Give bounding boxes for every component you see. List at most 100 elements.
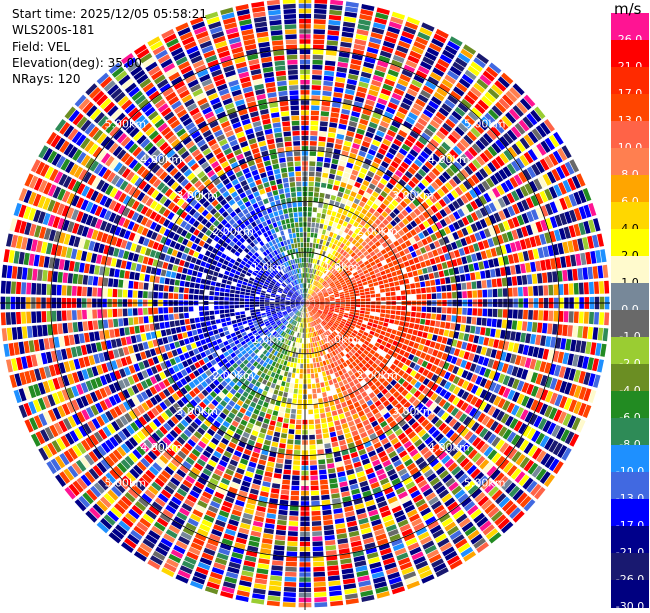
velocity-gate: [270, 493, 279, 499]
velocity-gate: [313, 259, 316, 264]
velocity-gate: [560, 338, 566, 350]
velocity-gate: [284, 587, 296, 592]
velocity-gate: [314, 0, 327, 4]
velocity-gate: [333, 508, 342, 514]
velocity-gate: [372, 324, 377, 328]
velocity-gate: [478, 261, 484, 269]
velocity-gate: [394, 320, 399, 325]
velocity-gate: [584, 282, 589, 294]
velocity-gate: [264, 528, 274, 534]
velocity-gate: [350, 312, 355, 315]
velocity-gate: [306, 318, 307, 323]
velocity-gate: [285, 459, 292, 464]
velocity-gate: [577, 326, 583, 338]
velocity-gate: [266, 381, 271, 387]
velocity-gate: [336, 134, 344, 140]
velocity-gate: [477, 290, 482, 298]
start-time: Start time: 2025/12/05 05:58:21: [12, 6, 207, 22]
velocity-gate: [317, 208, 322, 213]
velocity-gate: [383, 347, 389, 353]
velocity-gate: [317, 367, 321, 372]
velocity-gate: [406, 266, 412, 272]
velocity-gate: [478, 336, 484, 344]
velocity-gate: [395, 315, 400, 320]
velocity-gate: [331, 107, 340, 113]
velocity-gate: [320, 485, 328, 490]
velocity-gate: [279, 443, 286, 448]
velocity-gate: [276, 458, 283, 464]
velocity-gate: [324, 438, 331, 443]
velocity-gate: [537, 323, 543, 333]
velocity-gate: [308, 404, 313, 409]
velocity-gate: [411, 265, 417, 271]
velocity-gate: [336, 528, 346, 534]
velocity-gate: [361, 305, 366, 308]
velocity-gate: [385, 288, 390, 292]
velocity-gate: [303, 328, 304, 333]
velocity-gate: [342, 177, 349, 183]
velocity-gate: [472, 290, 477, 297]
velocity-gate: [522, 321, 527, 331]
nrays: NRays: 120: [12, 71, 207, 87]
velocity-gate: [387, 273, 392, 278]
velocity-gate: [315, 177, 321, 182]
velocity-gate: [316, 239, 320, 244]
velocity-gate: [298, 353, 301, 358]
velocity-gate: [467, 308, 472, 315]
velocity-gate: [432, 307, 437, 313]
velocity-gate: [273, 367, 278, 372]
velocity-gate: [169, 343, 175, 350]
velocity-gate: [390, 334, 396, 339]
velocity-gate: [339, 187, 345, 193]
velocity-gate: [427, 266, 433, 272]
velocity-gate: [259, 411, 265, 417]
velocity-gate: [306, 273, 307, 278]
velocity-gate: [261, 486, 270, 492]
velocity-gate: [289, 429, 295, 434]
velocity-gate: [371, 305, 376, 308]
velocity-gate: [337, 224, 342, 230]
velocity-gate: [271, 570, 283, 576]
velocity-gate: [356, 299, 361, 302]
velocity-gate: [341, 109, 350, 115]
velocity-gate: [374, 333, 379, 338]
velocity-gate: [335, 300, 340, 302]
velocity-gate: [294, 358, 297, 363]
velocity-gate: [308, 212, 312, 217]
velocity-gate: [286, 449, 293, 454]
velocity-gate: [256, 506, 266, 512]
velocity-gate: [288, 531, 298, 536]
velocity-gate: [148, 341, 154, 349]
velocity-gate: [257, 563, 269, 569]
velocity-gate: [409, 259, 415, 265]
velocity-gate: [327, 137, 335, 143]
velocity-gate: [530, 334, 536, 344]
velocity-gate: [422, 307, 427, 312]
velocity-gate: [408, 272, 414, 278]
velocity-gate: [344, 459, 352, 465]
velocity-gate: [458, 333, 464, 341]
velocity-gate: [292, 399, 297, 404]
velocity-gate: [421, 313, 426, 318]
velocity-gate: [334, 383, 339, 389]
velocity-gate: [483, 260, 489, 269]
velocity-gate: [314, 29, 326, 34]
velocity-gate: [328, 396, 333, 401]
velocity-gate: [328, 132, 336, 138]
velocity-gate: [331, 406, 337, 412]
velocity-gate: [203, 344, 209, 350]
velocity-gate: [296, 420, 301, 425]
velocity-gate: [532, 274, 538, 284]
velocity-gate: [271, 383, 276, 389]
velocity-gate: [277, 417, 283, 422]
velocity-gate: [292, 480, 300, 485]
velocity-gate: [294, 389, 298, 394]
velocity-gate: [406, 346, 412, 352]
velocity-gate: [293, 363, 296, 368]
velocity-gate: [314, 409, 319, 414]
velocity-gate: [323, 225, 327, 230]
velocity-gate: [337, 377, 342, 383]
velocity-gate: [315, 378, 319, 383]
velocity-gate: [312, 521, 321, 526]
velocity-gate: [281, 381, 286, 386]
